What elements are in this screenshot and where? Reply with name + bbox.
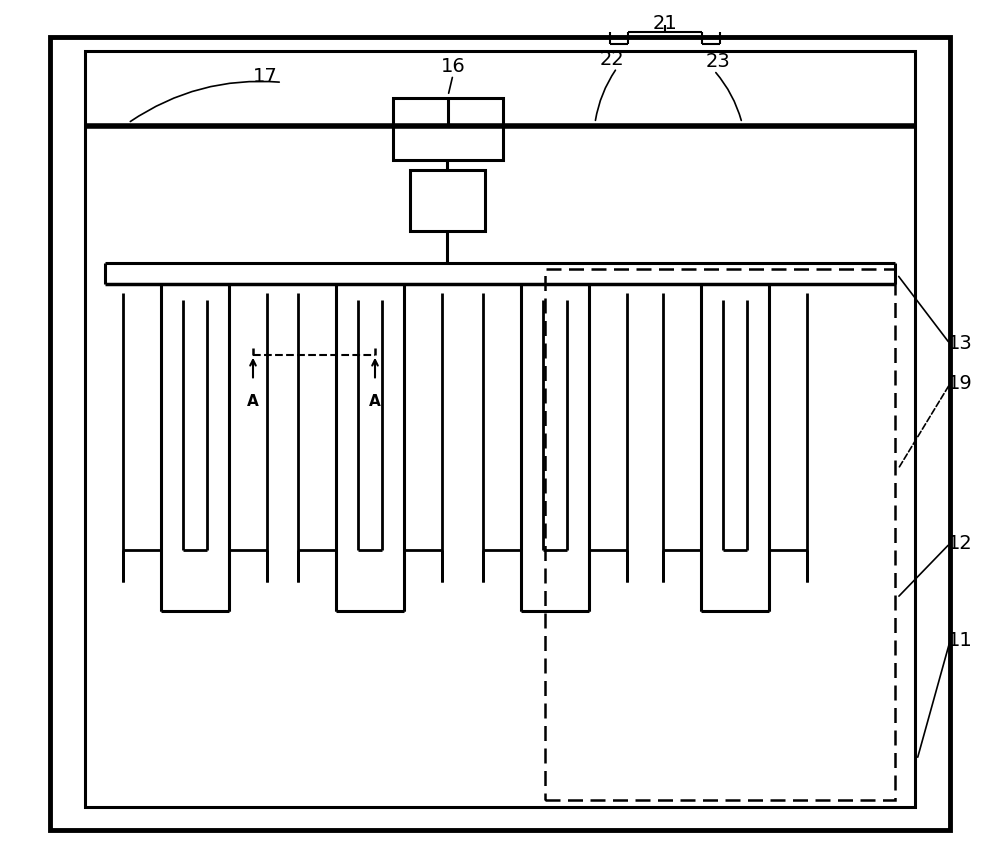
Text: 21: 21 (653, 14, 677, 33)
Text: 13: 13 (948, 335, 972, 353)
Text: A: A (369, 394, 381, 409)
Text: 17: 17 (253, 67, 277, 86)
Text: 23: 23 (706, 53, 730, 71)
Text: 11: 11 (948, 632, 972, 650)
Bar (393, 98, 503, 160)
Text: 16: 16 (441, 57, 465, 76)
Text: 22: 22 (600, 50, 624, 69)
Text: A: A (247, 394, 259, 409)
Text: 19: 19 (948, 374, 972, 393)
Bar (410, 170, 485, 231)
Text: 12: 12 (948, 534, 972, 553)
Bar (545, 269, 895, 800)
Bar (85, 51, 915, 807)
